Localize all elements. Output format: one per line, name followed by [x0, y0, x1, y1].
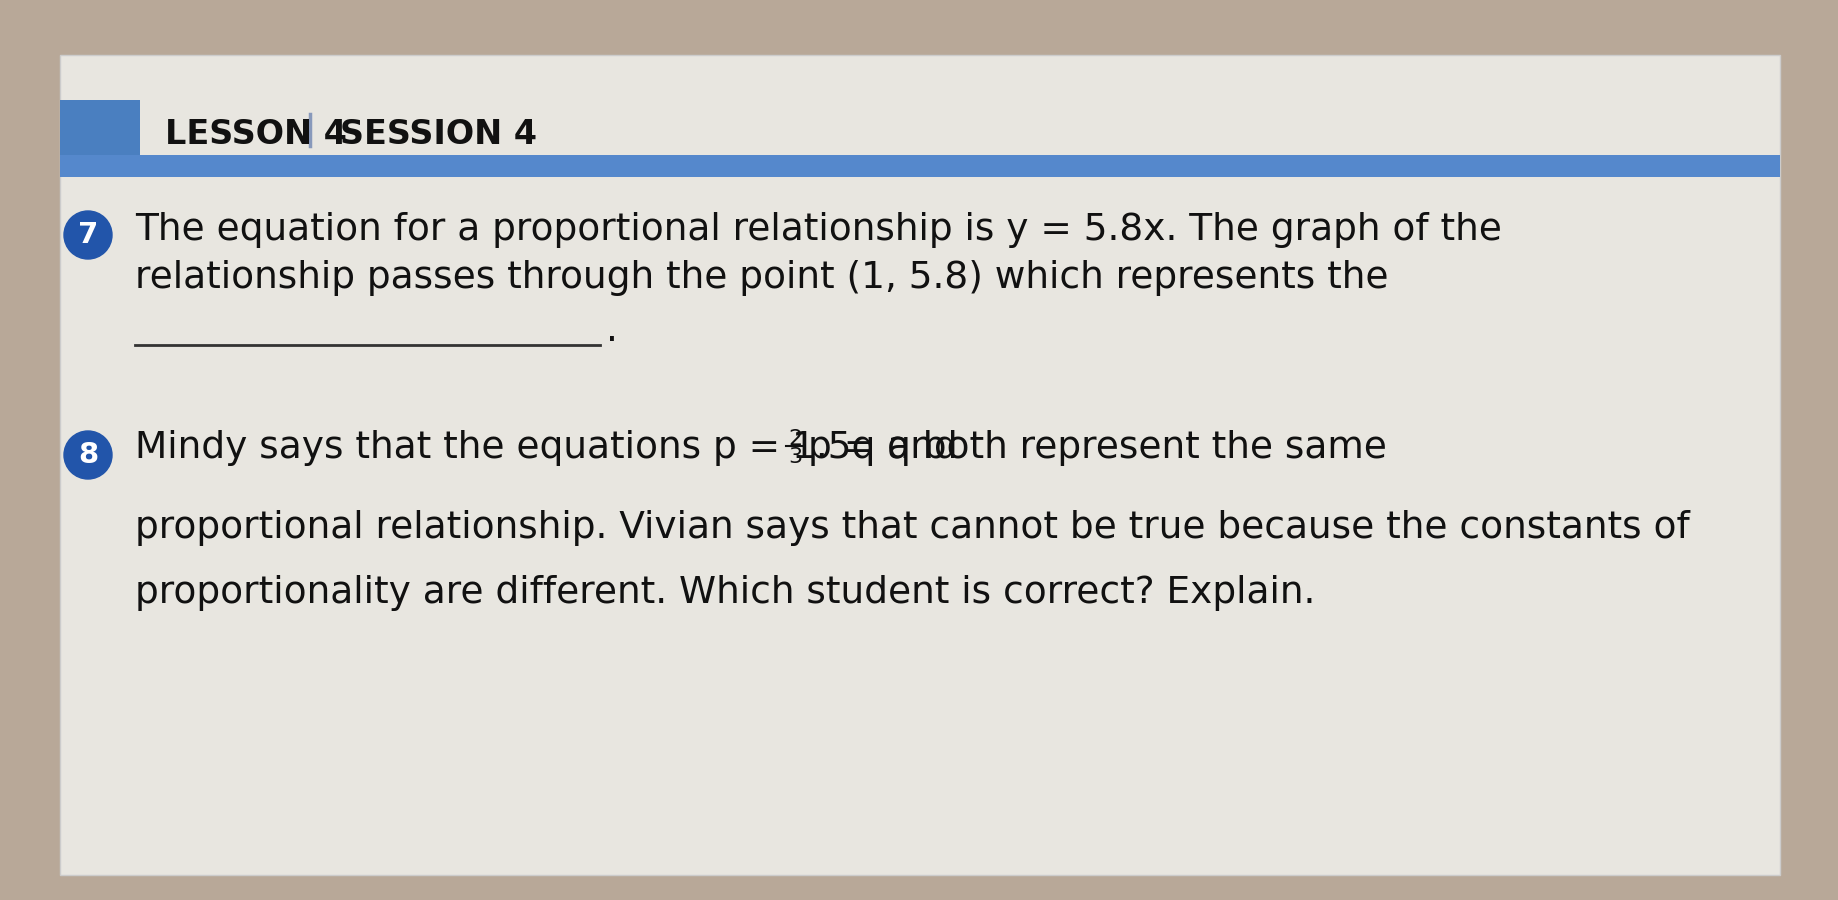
Text: 3: 3 — [789, 447, 801, 467]
Text: The equation for a proportional relationship is y = 5.8x. The graph of the: The equation for a proportional relation… — [134, 212, 1502, 248]
Text: proportionality are different. Which student is correct? Explain.: proportionality are different. Which stu… — [134, 575, 1316, 611]
Text: .: . — [607, 313, 618, 349]
FancyBboxPatch shape — [61, 55, 1779, 875]
Circle shape — [64, 431, 112, 479]
Text: p = q both represent the same: p = q both represent the same — [809, 430, 1388, 466]
Text: Mindy says that the equations p = 1.5q and: Mindy says that the equations p = 1.5q a… — [134, 430, 970, 466]
Text: relationship passes through the point (1, 5.8) which represents the: relationship passes through the point (1… — [134, 260, 1388, 296]
Text: LESSON 4: LESSON 4 — [165, 118, 347, 151]
Circle shape — [64, 211, 112, 259]
Text: SESSION 4: SESSION 4 — [340, 118, 537, 151]
Text: 7: 7 — [77, 221, 97, 249]
Bar — [61, 100, 140, 155]
Text: 8: 8 — [77, 441, 97, 469]
Bar — [61, 155, 1779, 177]
Text: proportional relationship. Vivian says that cannot be true because the constants: proportional relationship. Vivian says t… — [134, 510, 1689, 546]
Text: 2: 2 — [789, 429, 801, 449]
